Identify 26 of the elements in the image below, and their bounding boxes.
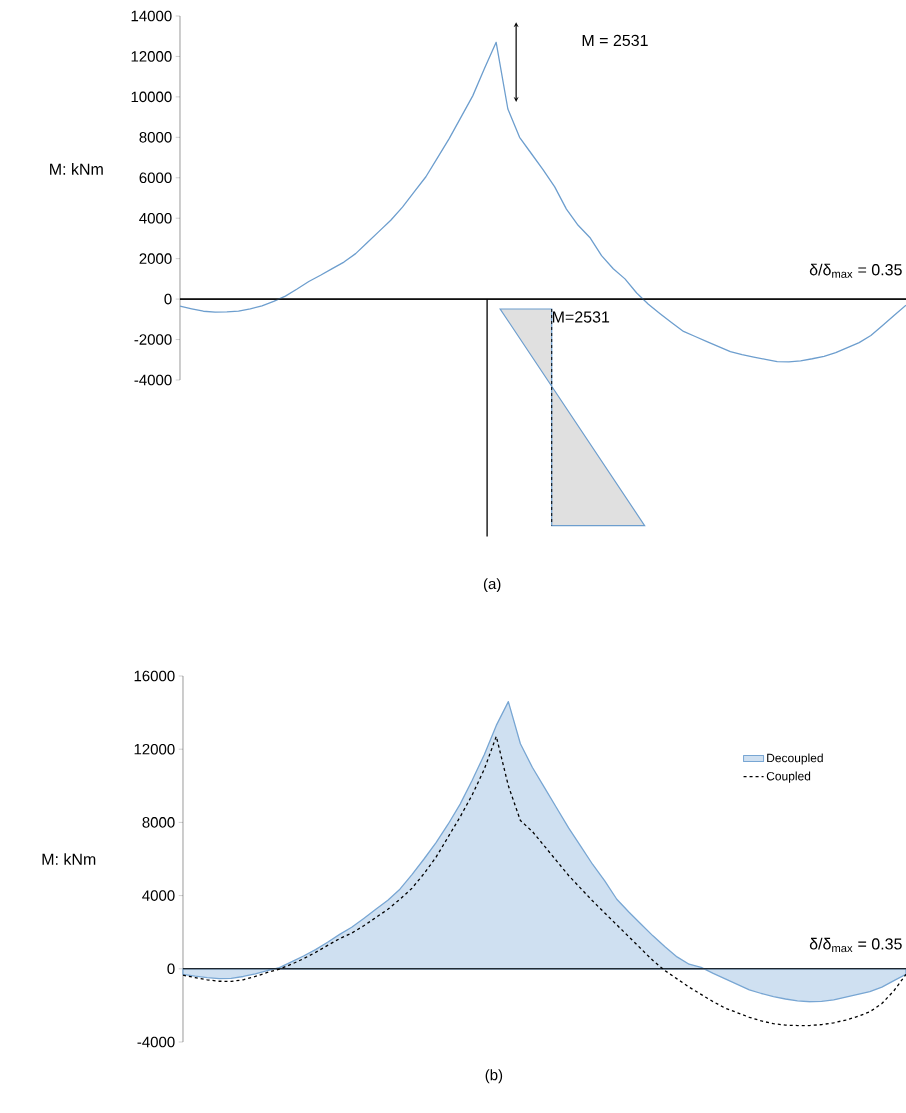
y-tick-label: -2000 [134,334,172,345]
y-tick-label: 10000 [131,91,172,103]
y-tick-label: -4000 [134,374,172,386]
y-tick-label: 12000 [134,743,175,755]
y-tick-label: 0 [167,963,175,975]
legend-label: Coupled [766,771,811,783]
y-tick-label: 0 [164,293,172,305]
text: (b) [485,1069,503,1084]
annotation: M=2531 [552,311,610,323]
y-tick-label: 8000 [139,132,172,143]
y-tick-label: -4000 [137,1036,175,1048]
y-tick-label: 12000 [131,51,172,62]
y-tick-label: 4000 [139,212,172,224]
annotation: δ/δ$_{max}$ = 0.35 [809,937,902,953]
y-tick-label: 4000 [142,890,175,901]
y-tick-label: 14000 [131,10,172,22]
annotation: δ/δ$_{max}$ = 0.35 [809,263,902,278]
y-axis-title: M: kNm [42,853,96,865]
y-tick-label: 8000 [142,817,175,828]
annotation: M = 2531 [582,34,648,47]
y-axis-title: M: kNm [50,163,103,175]
text: (a) [483,578,501,593]
y-tick-label: 6000 [139,172,172,184]
y-tick-label: 2000 [139,253,172,264]
legend-label: Decoupled [767,753,823,765]
y-tick-label: 16000 [134,670,175,682]
